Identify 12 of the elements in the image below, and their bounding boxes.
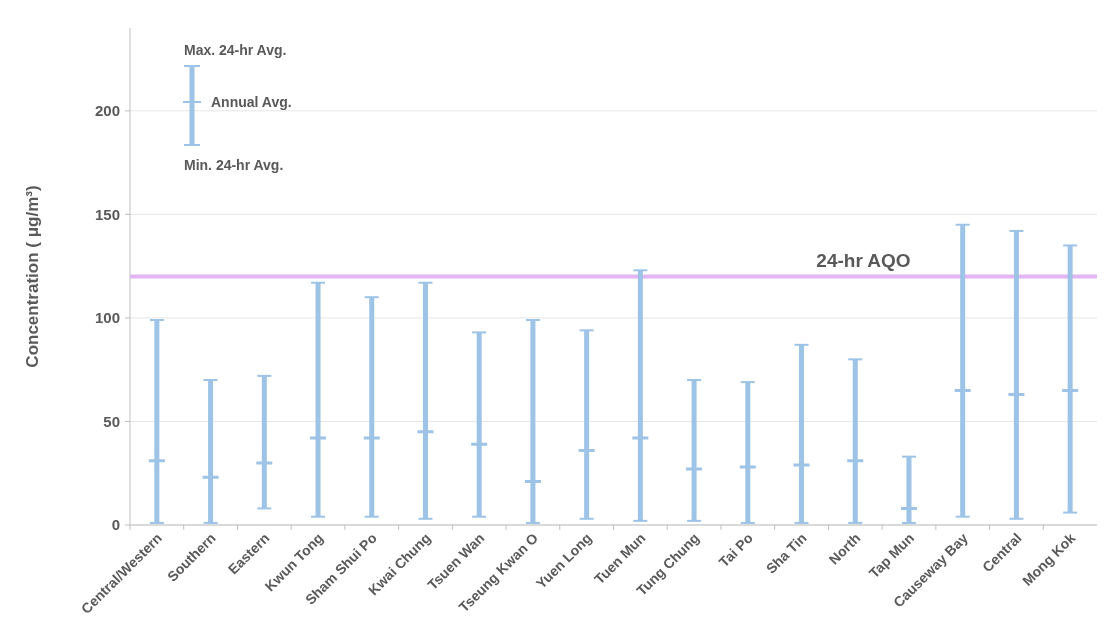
y-tick-label: 150 [94,205,120,223]
y-tick-label: 50 [103,412,120,430]
y-tick-label: 100 [94,309,120,327]
annotation: Max. 24-hr Avg. [184,42,287,58]
annotation: Min. 24-hr Avg. [184,157,284,173]
x-tick-label: Sha Tin [762,529,810,577]
y-tick-label: 200 [94,102,120,120]
annotation: Annual Avg. [211,94,292,110]
x-tick-label: Tai Po [715,529,756,571]
y-tick-label: 0 [111,516,120,534]
ref-line-label: 24-hr AQO [816,249,911,271]
y-axis-title: Concentration ( μg/m³) [23,185,42,368]
